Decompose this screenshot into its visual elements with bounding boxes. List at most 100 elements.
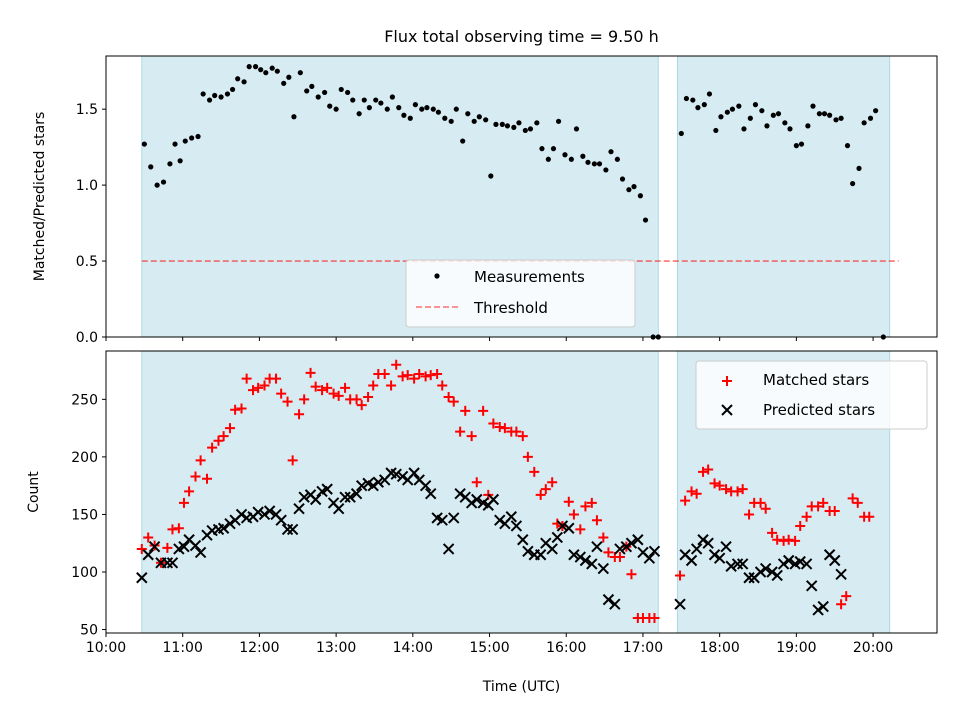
matched-star-point <box>575 524 586 535</box>
matched-star-point <box>201 473 212 484</box>
matched-star-point <box>547 477 558 488</box>
predicted-star-point <box>136 572 148 584</box>
measurement-point <box>861 120 867 126</box>
matched-star-point <box>351 394 362 405</box>
matched-star-point <box>299 394 310 405</box>
matched-star-point <box>136 543 147 554</box>
matched-star-point <box>340 382 351 393</box>
measurement-point <box>580 153 586 159</box>
predicted-star-point <box>161 557 174 569</box>
measurement-point <box>141 141 147 147</box>
measurement-point <box>545 156 551 162</box>
predicted-star-point <box>648 545 661 557</box>
measurement-point <box>534 120 540 126</box>
measurement-point <box>435 109 441 115</box>
predicted-star-point <box>332 502 345 515</box>
measurement-point <box>378 100 384 106</box>
predicted-star-point <box>189 539 202 552</box>
predicted-star-point <box>736 558 749 570</box>
matched-star-point <box>626 569 637 580</box>
measurement-point <box>637 193 643 199</box>
predicted-star-point <box>713 552 726 564</box>
x-axis-label: Time (UTC) <box>482 679 560 695</box>
legend-matched-marker <box>722 376 732 386</box>
predicted-star-point <box>782 554 795 567</box>
predicted-star-point <box>551 531 564 544</box>
bottom-points <box>136 359 875 624</box>
measurement-point <box>167 161 173 167</box>
predicted-star-point <box>487 493 500 506</box>
measurement-point <box>246 64 252 70</box>
measurement-point <box>527 126 534 132</box>
legend-predicted-marker <box>721 404 733 416</box>
measurement-point <box>177 158 183 164</box>
matched-star-point <box>675 570 686 581</box>
matched-star-point <box>167 524 178 535</box>
measurement-point <box>499 121 505 127</box>
matched-star-point <box>333 390 344 401</box>
matched-star-point <box>248 385 259 396</box>
predicted-star-point <box>806 580 818 592</box>
measurement-point <box>304 88 310 94</box>
x-tick-label: 14:00 <box>393 640 433 656</box>
measurement-point <box>407 115 413 121</box>
measurement-point <box>573 126 580 132</box>
matched-star-point <box>184 486 195 497</box>
matched-star-point <box>698 466 709 477</box>
bottom-ticks: 10:00 11:00 12:00 13:00 14:00 15:00 16:00 17:00… <box>71 392 893 656</box>
x-tick-label: 10:00 <box>86 640 126 656</box>
matched-star-point <box>236 403 247 414</box>
predicted-star-point <box>194 546 207 559</box>
measurement-point <box>465 111 471 117</box>
measurement-point <box>724 109 730 115</box>
predicted-star-point <box>625 537 638 549</box>
predicted-star-point <box>812 604 824 616</box>
measurement-point <box>160 179 167 185</box>
matched-star-point <box>294 409 305 420</box>
matched-star-point <box>864 511 875 522</box>
matched-star-point <box>494 421 505 432</box>
predicted-star-point <box>725 560 737 572</box>
predicted-star-point <box>563 522 575 534</box>
predicted-star-point <box>510 520 523 532</box>
predicted-star-point <box>771 569 783 582</box>
matched-star-point <box>478 405 489 416</box>
matched-star-point <box>529 466 540 477</box>
legend-matched-label: Matched stars <box>763 371 869 389</box>
matched-star-point <box>455 426 466 437</box>
matched-star-point <box>598 532 609 543</box>
measurement-point <box>224 91 231 97</box>
predicted-star-point <box>685 554 698 567</box>
measurement-point <box>258 67 264 73</box>
predicted-star-point <box>586 558 598 570</box>
matched-star-point <box>414 369 425 380</box>
measurement-point <box>229 86 236 93</box>
predicted-star-point <box>442 543 455 555</box>
x-tick-label: 15:00 <box>469 640 509 656</box>
measurement-point <box>631 184 637 190</box>
matched-star-point <box>540 484 551 495</box>
measurement-point <box>366 105 372 111</box>
matched-star-point <box>755 497 766 508</box>
measurement-point <box>291 114 297 120</box>
matched-star-point <box>213 435 224 446</box>
matched-star-point <box>772 534 783 545</box>
measurement-point <box>384 106 390 112</box>
matched-star-point <box>517 431 528 442</box>
matched-star-point <box>207 442 218 453</box>
predicted-star-point <box>339 491 351 503</box>
measurement-point <box>752 102 759 108</box>
predicted-star-point <box>835 568 847 581</box>
matched-star-point <box>535 489 546 500</box>
top-ticks: 0.0 0.5 1.0 1.5 <box>76 102 874 346</box>
predicted-star-point <box>505 511 517 523</box>
predicted-star-point <box>517 534 529 546</box>
predicted-star-point <box>574 551 587 563</box>
measurement-point <box>235 76 241 82</box>
measurement-point <box>747 115 753 121</box>
x-tick-label: 11:00 <box>163 640 203 656</box>
predicted-star-point <box>178 540 190 553</box>
measurement-point <box>614 156 620 162</box>
matched-star-point <box>322 382 333 393</box>
matched-star-point <box>190 471 201 482</box>
